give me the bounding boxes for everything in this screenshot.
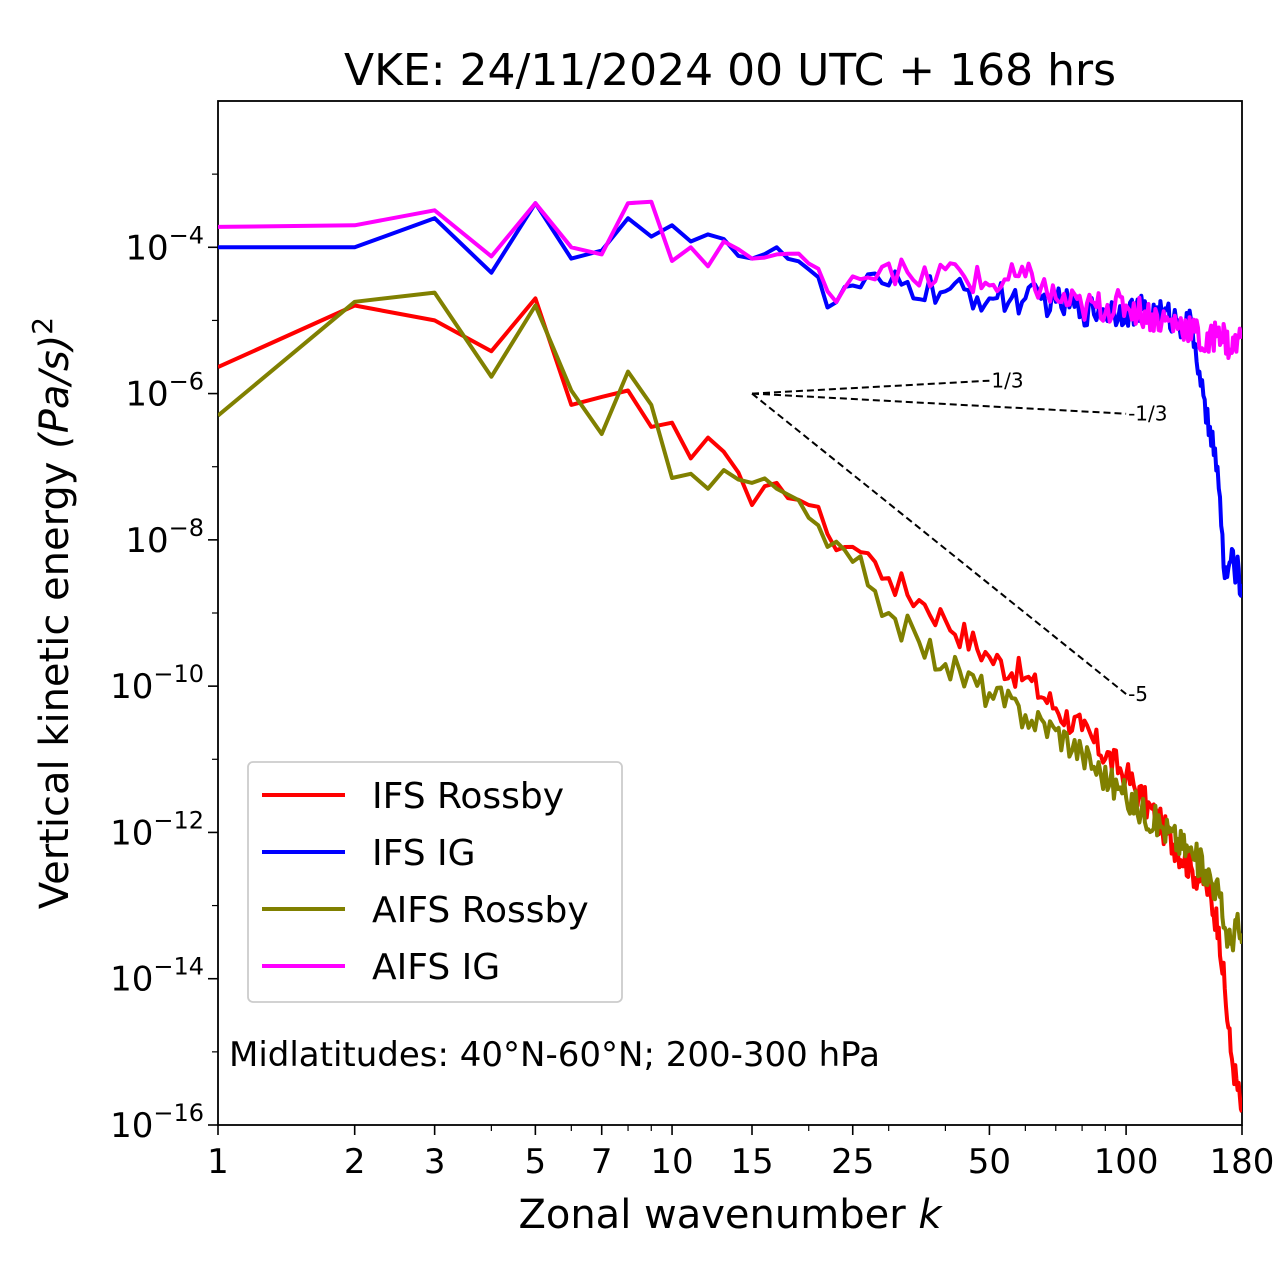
x-axis-label-symbol: k (918, 1192, 943, 1238)
legend: IFS Rossby IFS IG AIFS Rossby AIFS IG (247, 761, 623, 1003)
x-axis-label-text: Zonal wavenumber (518, 1192, 906, 1238)
legend-label: AIFS Rossby (372, 890, 589, 931)
y-tick-base: 10 (110, 813, 153, 853)
y-tick-label: 10−10 (110, 660, 204, 707)
x-tick-label: 100 (1094, 1142, 1159, 1182)
y-tick-label: 10−14 (110, 953, 204, 1000)
y-tick-exponent: −16 (153, 1099, 204, 1127)
data-series (218, 199, 1242, 1113)
reference-line (751, 392, 1127, 695)
y-tick-label: 10−4 (125, 221, 204, 268)
legend-label: IFS IG (372, 833, 476, 874)
y-tick-base: 10 (110, 960, 153, 1000)
x-tick-label: 7 (591, 1142, 613, 1182)
reference-line (751, 379, 990, 395)
y-tick-base: 10 (110, 667, 153, 707)
x-tick-label: 25 (831, 1142, 874, 1182)
x-tick-label: 50 (968, 1142, 1011, 1182)
x-tick-label: 180 (1210, 1142, 1275, 1182)
legend-entry: AIFS IG (262, 947, 500, 988)
y-tick-exponent: −12 (153, 806, 204, 834)
y-axis-label-exponent: 2 (26, 317, 59, 335)
region-annotation: Midlatitudes: 40°N-60°N; 200-300 hPa (229, 1035, 880, 1075)
y-tick-base: 10 (125, 521, 168, 561)
chart-title: VKE: 24/11/2024 00 UTC + 168 hrs (344, 45, 1116, 96)
reference-line-label: -1/3 (1128, 402, 1167, 426)
y-tick-exponent: −14 (153, 953, 204, 981)
series-line (218, 290, 1242, 953)
y-tick-exponent: −6 (169, 368, 204, 396)
x-axis: 1 2 3 5 7 10 15 25 50 100 180 (207, 1125, 1274, 1182)
legend-entry: AIFS Rossby (262, 890, 589, 931)
y-axis-label-text: Vertical kinetic energy (32, 462, 78, 910)
legend-box (247, 761, 623, 1003)
y-tick-base: 10 (125, 375, 168, 415)
y-tick-exponent: −4 (169, 221, 204, 249)
y-tick-label: 10−6 (125, 368, 204, 415)
y-tick-label: 10−16 (110, 1099, 204, 1146)
x-tick-label: 2 (344, 1142, 366, 1182)
reference-line-label: 1/3 (991, 369, 1023, 393)
series-line (218, 199, 1242, 360)
y-axis-label-unit: (Pa/s) (32, 335, 78, 449)
y-tick-base: 10 (110, 1106, 153, 1146)
x-tick-label: 1 (207, 1142, 229, 1182)
x-tick-label: 3 (424, 1142, 446, 1182)
legend-label: IFS Rossby (372, 776, 564, 817)
y-tick-label: 10−8 (125, 514, 204, 561)
legend-label: AIFS IG (372, 947, 500, 988)
legend-entry: IFS Rossby (262, 776, 564, 817)
y-tick-base: 10 (125, 228, 168, 268)
reference-line-label: -5 (1128, 682, 1148, 706)
y-tick-exponent: −10 (153, 660, 204, 688)
series-line (218, 201, 1242, 598)
x-axis-label: Zonal wavenumber k (518, 1192, 943, 1238)
plot-area: 1/3 -1/3 -5 (217, 100, 1243, 1126)
reference-line (751, 392, 1127, 415)
x-tick-label: 15 (730, 1142, 773, 1182)
x-tick-label: 10 (650, 1142, 693, 1182)
y-tick-exponent: −8 (169, 514, 204, 542)
x-tick-label: 5 (525, 1142, 547, 1182)
y-axis-label: Vertical kinetic energy (Pa/s)2 (26, 317, 78, 909)
reference-lines: 1/3 -1/3 -5 (751, 369, 1168, 706)
legend-entry: IFS IG (262, 833, 476, 874)
y-tick-label: 10−12 (110, 806, 204, 853)
